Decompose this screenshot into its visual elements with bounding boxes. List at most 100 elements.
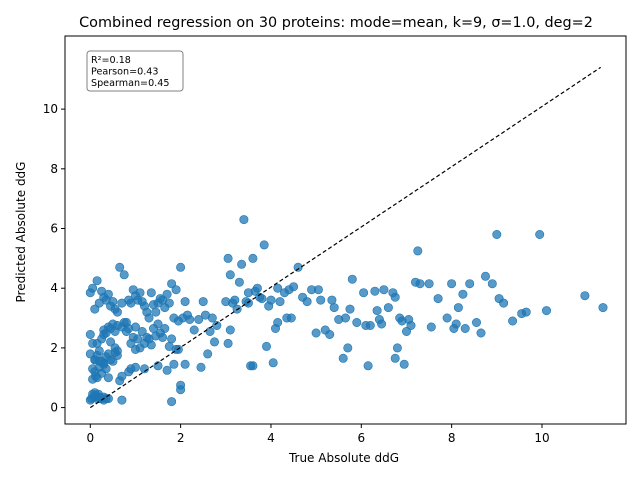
data-point: [164, 298, 174, 308]
data-point: [167, 334, 177, 344]
data-point: [234, 277, 244, 287]
data-point: [99, 329, 109, 339]
data-point: [248, 361, 258, 371]
data-point: [521, 307, 531, 317]
data-point: [460, 323, 470, 333]
data-point: [230, 295, 240, 305]
data-point: [243, 298, 253, 308]
data-point: [390, 292, 400, 302]
data-point: [471, 317, 481, 327]
y-axis-ticks: 0 2 4 6 8 10: [43, 102, 65, 415]
data-point: [465, 279, 475, 289]
data-point: [94, 346, 104, 356]
data-point: [94, 356, 104, 366]
data-point: [343, 343, 353, 353]
data-point: [273, 317, 283, 327]
data-point: [379, 285, 389, 295]
data-point: [237, 259, 247, 269]
data-point: [198, 297, 208, 307]
x-tick-label: 2: [177, 431, 185, 445]
data-point: [480, 271, 490, 281]
data-point: [169, 359, 179, 369]
x-tick-label: 6: [357, 431, 365, 445]
identity-reference-line: [89, 66, 602, 409]
data-point: [112, 307, 122, 317]
data-point: [499, 298, 509, 308]
data-point: [325, 329, 335, 339]
x-tick-label: 8: [448, 431, 456, 445]
data-point: [338, 353, 348, 363]
data-point: [176, 385, 186, 395]
data-point: [203, 349, 213, 359]
data-point: [205, 326, 215, 336]
data-point: [361, 320, 371, 330]
y-tick-label: 0: [50, 401, 58, 415]
data-point: [162, 289, 172, 299]
y-tick-label: 10: [43, 102, 58, 116]
data-point: [273, 283, 283, 293]
data-point: [345, 304, 355, 314]
data-point: [359, 288, 369, 298]
data-point: [392, 343, 402, 353]
data-point: [383, 303, 393, 313]
data-point: [88, 283, 98, 293]
data-point: [167, 279, 177, 289]
data-point: [225, 270, 235, 280]
data-point: [259, 240, 269, 250]
data-point: [115, 262, 125, 272]
data-point: [103, 373, 113, 383]
data-point: [133, 334, 143, 344]
data-point: [207, 313, 217, 323]
data-point: [286, 313, 296, 323]
data-point: [119, 270, 129, 280]
data-point: [266, 295, 276, 305]
data-point: [117, 371, 127, 381]
data-point: [106, 337, 116, 347]
data-point: [112, 346, 122, 356]
y-tick-label: 2: [50, 341, 58, 355]
data-point: [541, 306, 551, 316]
data-point: [194, 314, 204, 324]
stats-r2: R²=0.18: [91, 55, 131, 66]
data-point: [239, 215, 249, 225]
data-point: [135, 288, 145, 298]
data-point: [399, 359, 409, 369]
stats-box-frame: [86, 50, 184, 92]
data-point: [401, 326, 411, 336]
data-point: [144, 313, 154, 323]
data-point: [196, 362, 206, 372]
data-point: [146, 288, 156, 298]
data-point: [492, 230, 502, 240]
data-point: [329, 303, 339, 313]
data-point: [453, 303, 463, 313]
x-axis-ticks: 0 2 4 6 8 10: [86, 424, 550, 445]
data-point: [447, 279, 457, 289]
data-point: [442, 313, 452, 323]
data-point: [180, 297, 190, 307]
data-point: [316, 295, 326, 305]
x-axis-label: True Absolute ddG: [288, 451, 399, 465]
data-point: [327, 295, 337, 305]
data-point: [508, 316, 518, 326]
x-tick-label: 4: [267, 431, 275, 445]
data-point: [131, 322, 141, 332]
data-point: [153, 319, 163, 329]
data-point: [413, 246, 423, 256]
data-point: [117, 395, 127, 405]
data-point: [580, 291, 590, 301]
data-point: [363, 361, 373, 371]
data-point: [91, 371, 101, 381]
data-point: [487, 279, 497, 289]
data-point: [302, 297, 312, 307]
data-point: [85, 349, 95, 359]
y-tick-label: 8: [50, 162, 58, 176]
data-point: [451, 319, 461, 329]
data-point: [598, 303, 608, 313]
data-point: [189, 325, 199, 335]
plot-area: 0 2 4 6 8 10 0 2 4 6 8 10 R²=0.18 Pearson=0.43 Spe…: [43, 35, 627, 445]
data-point: [160, 323, 170, 333]
data-point: [171, 285, 181, 295]
data-point: [92, 276, 102, 286]
data-point: [313, 285, 323, 295]
